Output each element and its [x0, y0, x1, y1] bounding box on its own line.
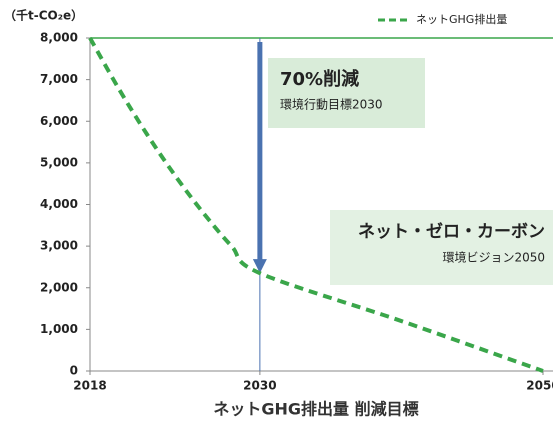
y-tick-label: 3,000 [40, 239, 78, 253]
data-line [88, 37, 544, 373]
y-tick-label: 6,000 [40, 114, 78, 128]
y-tick-label: 5,000 [40, 155, 78, 169]
annotation-text: 環境ビジョン2050 [442, 250, 545, 265]
annotation-title: 70%削減 [280, 68, 359, 90]
y-tick-label: 0 [70, 364, 78, 378]
annotation-text: 環境行動目標2030 [280, 97, 383, 112]
y-axis-label: （千t-CO₂e） [4, 8, 83, 23]
legend-label: ネットGHG排出量 [416, 12, 507, 26]
x-tick-label: 2018 [73, 379, 106, 393]
arrow-head [252, 259, 267, 274]
annotation-box [268, 58, 425, 128]
y-tick-label: 2,000 [40, 280, 78, 294]
y-tick-label: 8,000 [40, 31, 78, 45]
annotation-box [330, 210, 553, 285]
x-tick-label: 2050 [526, 379, 553, 393]
y-tick-label: 7,000 [40, 72, 78, 86]
x-tick-label: 2030 [243, 379, 276, 393]
y-tick-label: 4,000 [40, 197, 78, 211]
y-tick-label: 1,000 [40, 322, 78, 336]
annotation-title: ネット・ゼロ・カーボン [358, 221, 545, 242]
x-axis-label: ネットGHG排出量 削減目標 [213, 400, 418, 419]
